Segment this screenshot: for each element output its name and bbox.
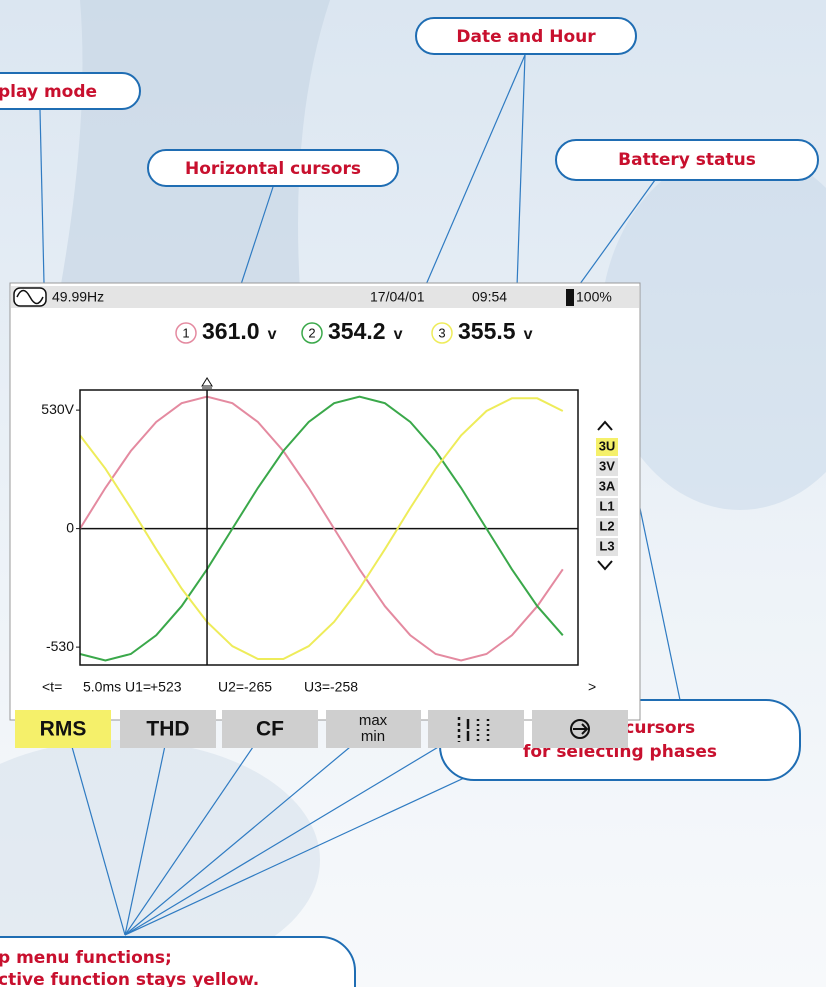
- time: 09:54: [472, 289, 507, 305]
- battery-icon: [566, 289, 574, 306]
- frequency: 49.99Hz: [52, 289, 104, 305]
- reading-value: 355.5: [458, 318, 516, 344]
- menu-label: THD: [146, 718, 189, 741]
- menu-label: RMS: [40, 718, 87, 741]
- status-bar: [11, 286, 639, 308]
- readout-label: U1=: [125, 679, 151, 695]
- phase-option: L3: [599, 538, 614, 553]
- phase-option: 3U: [599, 438, 616, 453]
- callout: Date and Hour: [456, 27, 596, 47]
- callout: Battery status: [618, 150, 756, 170]
- readout-label: U3=: [304, 679, 330, 695]
- readout-time: 5.0ms: [83, 679, 121, 695]
- date: 17/04/01: [370, 289, 425, 305]
- page: play mode Date and Hour Horizontal curso…: [0, 0, 826, 987]
- menu-label: CF: [256, 718, 284, 741]
- reading-unit: v: [268, 326, 277, 343]
- phase-option: 3V: [599, 458, 615, 473]
- menu-button[interactable]: [428, 710, 524, 748]
- callout: play mode: [0, 82, 97, 102]
- callout: Horizontal cursors: [185, 159, 361, 179]
- readout-value: +523: [150, 679, 182, 695]
- phase-index: 1: [182, 325, 189, 340]
- reading-unit: v: [394, 326, 403, 343]
- screen: [10, 283, 640, 720]
- reading-unit: v: [524, 326, 533, 343]
- menu-label: min: [361, 728, 385, 745]
- cooling-tower: [60, 0, 330, 290]
- battery: 100%: [576, 289, 612, 305]
- y-tick-label: 530V: [41, 401, 74, 417]
- readout-label: U2=: [218, 679, 244, 695]
- reading-value: 354.2: [328, 318, 386, 344]
- callout: p menu functions;: [0, 948, 172, 968]
- readout-label: <t=: [42, 679, 62, 695]
- callout: ctive function stays yellow.: [0, 970, 259, 987]
- readout-more: >: [588, 679, 596, 695]
- phase-option: L2: [599, 518, 614, 533]
- phase-index: 2: [308, 325, 315, 340]
- y-tick-label: -530: [46, 638, 74, 654]
- readout-value: -265: [244, 679, 272, 695]
- phase-option: 3A: [599, 478, 616, 493]
- menu-label: max: [359, 712, 388, 729]
- reading-value: 361.0: [202, 318, 260, 344]
- phase-option: L1: [599, 498, 614, 513]
- phase-index: 3: [438, 325, 445, 340]
- readout-value: -258: [330, 679, 358, 695]
- y-tick-label: 0: [66, 519, 74, 535]
